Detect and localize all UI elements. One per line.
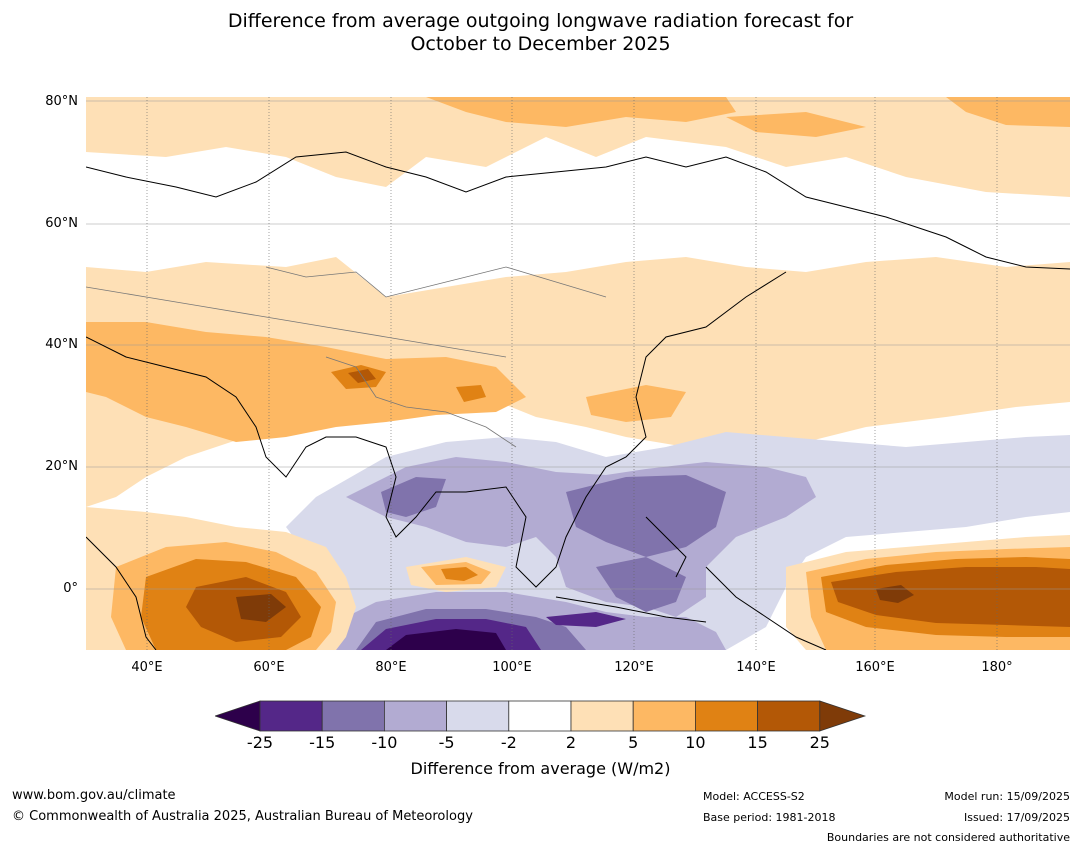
lat-label-80n: 80°N xyxy=(45,94,78,109)
lon-label-60e: 60°E xyxy=(253,660,285,675)
colorbar-tick-label: 5 xyxy=(628,733,639,752)
issued-date: Issued: 17/09/2025 xyxy=(963,811,1070,824)
anomaly-region-midlat-positive xyxy=(86,257,1070,507)
boundary-disclaimer: Boundaries are not considered authoritat… xyxy=(826,831,1070,844)
colorbar-extend-min xyxy=(215,700,261,732)
base-period: Base period: 1981-2018 xyxy=(703,811,836,824)
colorbar xyxy=(215,700,867,732)
olr-anomaly-map xyxy=(86,97,1070,650)
anomaly-region-tibet-positive xyxy=(86,322,526,442)
colorbar-segment xyxy=(446,700,510,732)
colorbar-segment xyxy=(632,700,696,732)
colorbar-tick-label: 2 xyxy=(565,733,577,752)
colorbar-segment xyxy=(757,700,821,732)
country-borders xyxy=(86,266,607,448)
colorbar-tick-label: -25 xyxy=(246,733,274,752)
colorbar-extend-max xyxy=(819,700,867,732)
colorbar-segment xyxy=(508,700,572,732)
coastlines xyxy=(86,151,1070,650)
colorbar-tick-label: -10 xyxy=(371,733,398,752)
lat-label-60n: 60°N xyxy=(45,216,78,231)
colorbar-tick-label: 15 xyxy=(747,733,768,752)
colorbar-tick-label: 25 xyxy=(809,733,830,752)
colorbar-tick-label: -5 xyxy=(438,733,455,752)
lat-label-0: 0° xyxy=(63,581,78,596)
colorbar-tick-label: -2 xyxy=(500,733,517,752)
colorbar-segment xyxy=(694,700,758,732)
model-name: Model: ACCESS-S2 xyxy=(703,790,805,803)
lon-label-100e: 100°E xyxy=(492,660,532,675)
colorbar-segments xyxy=(215,700,867,732)
lat-label-20n: 20°N xyxy=(45,459,78,474)
lon-label-40e: 40°E xyxy=(131,660,163,675)
lon-label-140e: 140°E xyxy=(736,660,776,675)
colorbar-tick-label: 10 xyxy=(685,733,706,752)
title-line-1: Difference from average outgoing longwav… xyxy=(227,10,854,32)
colorbar-segment xyxy=(259,700,323,732)
lon-label-80e: 80°E xyxy=(375,660,407,675)
colorbar-segment xyxy=(321,700,385,732)
title-line-2: October to December 2025 xyxy=(410,33,671,55)
colorbar-label: Difference from average (W/m2) xyxy=(410,759,671,778)
copyright-text: © Commonwealth of Australia 2025, Austra… xyxy=(12,809,473,824)
colorbar-tick-label: -15 xyxy=(309,733,336,752)
chart-title: Difference from average outgoing longwav… xyxy=(0,10,1081,56)
website-link: www.bom.gov.au/climate xyxy=(12,788,176,803)
lon-label-180: 180° xyxy=(981,660,1013,675)
lat-label-40n: 40°N xyxy=(45,337,78,352)
lon-label-160e: 160°E xyxy=(855,660,895,675)
colorbar-segment xyxy=(570,700,634,732)
lon-label-120e: 120°E xyxy=(614,660,654,675)
model-run-date: Model run: 15/09/2025 xyxy=(944,790,1070,803)
colorbar-segment xyxy=(383,700,447,732)
anomaly-region-arctic-moderate xyxy=(426,97,736,127)
